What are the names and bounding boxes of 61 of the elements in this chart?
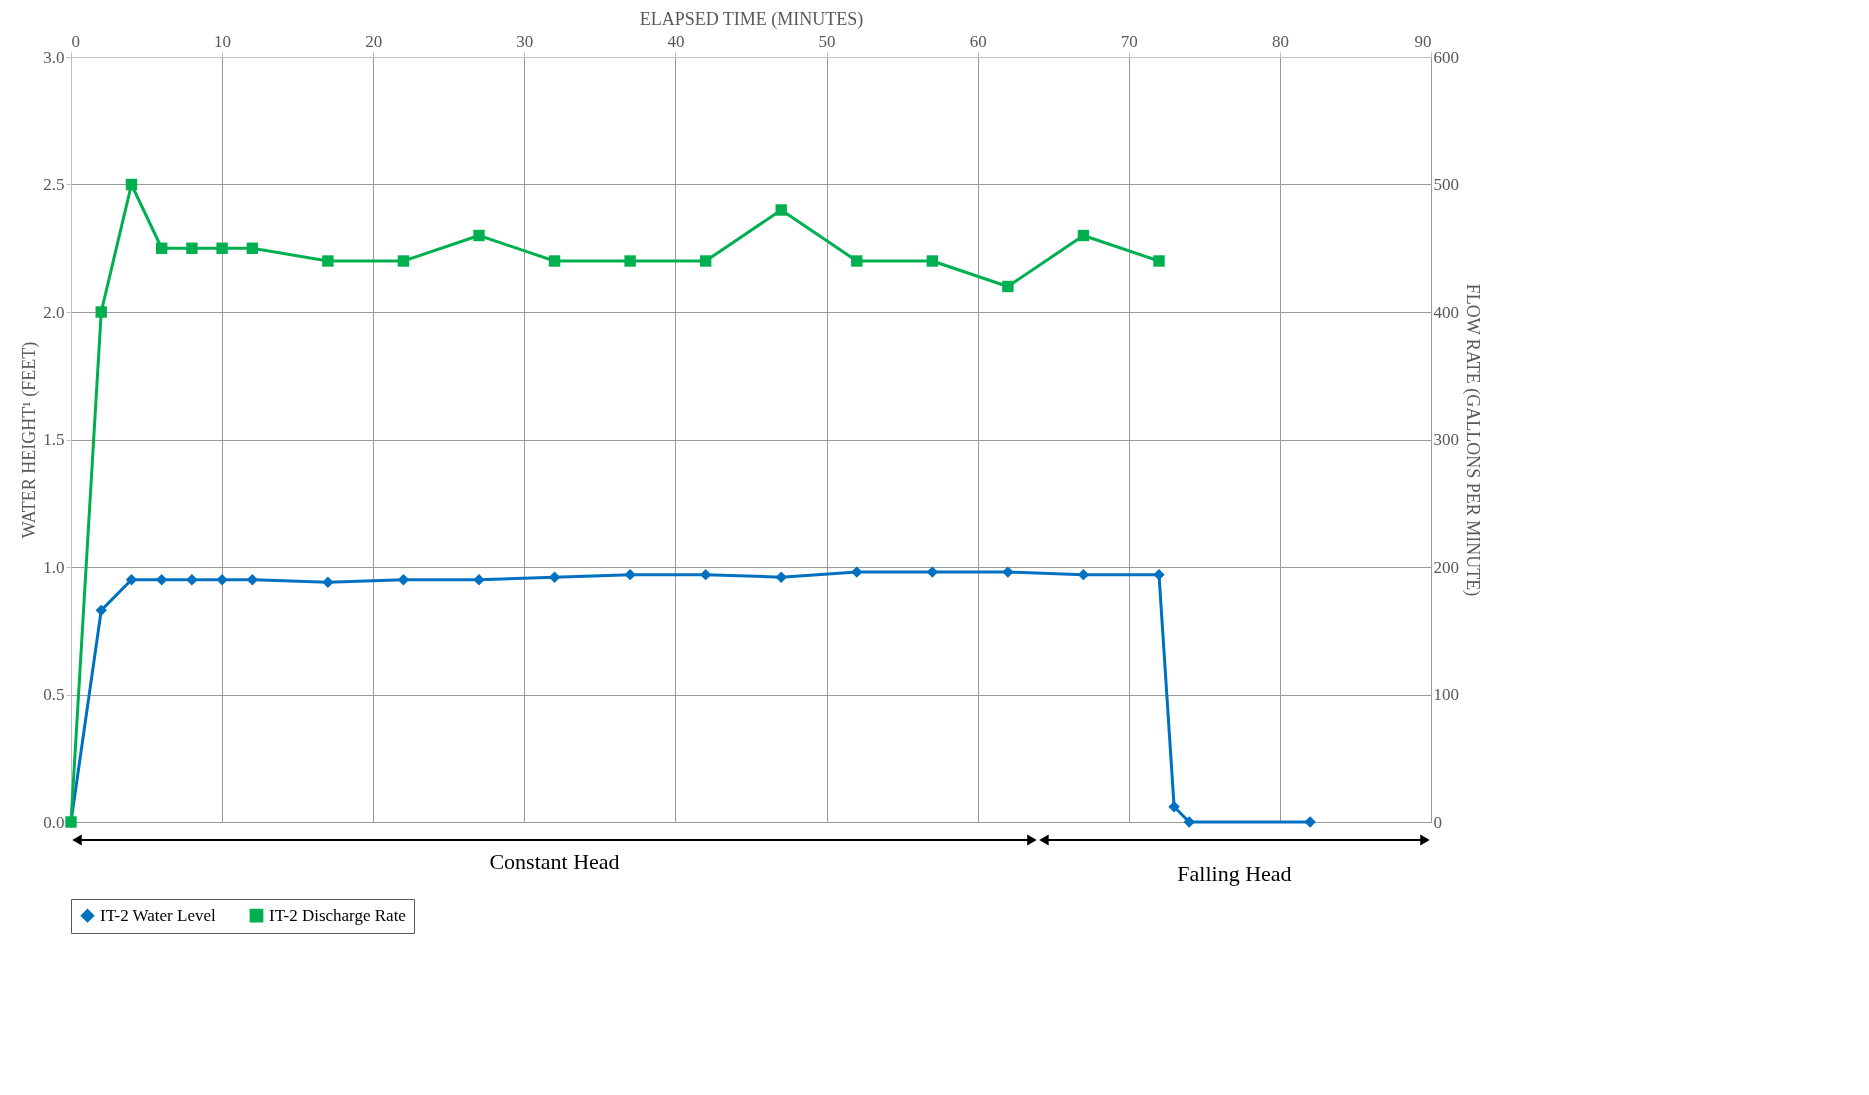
- text: Constant Head: [489, 849, 620, 874]
- y-tick-label: 1.0: [43, 557, 65, 577]
- y-tick-label: 1.5: [43, 430, 65, 449]
- y-tick-label: 0.0: [43, 812, 65, 832]
- point: [186, 242, 198, 254]
- y2-tick-label: 100: [1433, 685, 1459, 704]
- point: [155, 242, 168, 254]
- point: [1002, 566, 1014, 578]
- point: [1183, 816, 1195, 828]
- point: [125, 178, 138, 191]
- point: [1077, 229, 1090, 242]
- point: [95, 306, 107, 318]
- x-axis-title: ELAPSED TIME (MINUTES): [639, 8, 864, 30]
- x-tick-label: 70: [1120, 31, 1138, 51]
- point: [851, 566, 863, 578]
- y-tick-label: 2.5: [43, 175, 65, 194]
- y-axis-title: WATER HEIGHT¹ (FEET): [19, 341, 41, 539]
- x-tick-label: 90: [1414, 31, 1432, 51]
- point: [926, 255, 939, 267]
- point: [322, 255, 334, 267]
- text: Falling Head: [1177, 861, 1292, 886]
- point: [624, 255, 636, 267]
- point: [775, 571, 787, 583]
- x-tick-label: 20: [365, 31, 383, 51]
- legend-label: IT-2 Discharge Rate: [269, 905, 406, 925]
- point: [1002, 280, 1014, 293]
- x-tick-label: 30: [516, 31, 534, 51]
- point: [699, 255, 712, 267]
- point: [775, 204, 787, 216]
- legend-label: IT-2 Water Level: [100, 905, 216, 925]
- x-tick-label: 60: [969, 31, 987, 51]
- point: [548, 255, 561, 267]
- point: [246, 242, 259, 254]
- y-tick-label: 2.0: [43, 302, 65, 322]
- x-tick-label: 40: [667, 31, 685, 51]
- y2-tick-label: 200: [1433, 557, 1459, 577]
- point: [322, 576, 334, 588]
- x-tick-label: 10: [214, 31, 232, 51]
- x-tick-label: 0: [71, 31, 80, 51]
- point: [397, 255, 410, 267]
- y-tick-label: 0.5: [43, 685, 65, 704]
- point: [186, 574, 198, 586]
- point: [473, 574, 485, 586]
- y2-tick-label: 0: [1433, 812, 1442, 832]
- point: [1153, 255, 1165, 267]
- point: [624, 568, 636, 581]
- point: [216, 574, 228, 586]
- y2-tick-label: 300: [1433, 430, 1459, 449]
- point: [851, 255, 863, 267]
- point: [1153, 568, 1165, 581]
- y-tick-label: 3.0: [43, 47, 65, 67]
- x-tick-label: 50: [818, 31, 836, 51]
- point: [1168, 801, 1180, 813]
- point: [1304, 816, 1316, 828]
- y2-tick-label: 500: [1433, 175, 1459, 194]
- point: [216, 242, 228, 254]
- y2-tick-label: 400: [1433, 302, 1459, 322]
- y2-tick-label: 600: [1433, 47, 1459, 67]
- point: [473, 229, 485, 242]
- y2-axis-title: FLOW RATE (GALLONS PER MINUTE): [1462, 283, 1483, 597]
- x-tick-label: 80: [1271, 31, 1289, 51]
